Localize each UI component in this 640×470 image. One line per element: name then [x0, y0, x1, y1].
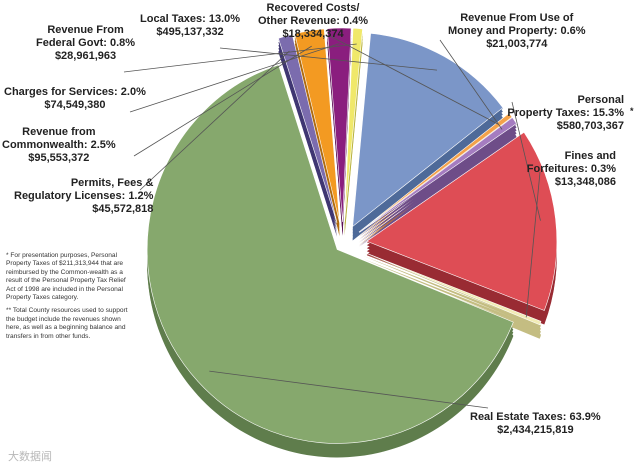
personal-property-asterisk: * [630, 106, 634, 116]
pie-slice-band-fines-and-forfeitures [363, 256, 541, 329]
label-real-estate-taxes: Real Estate Taxes: 63.9% $2,434,215,819 [470, 411, 601, 436]
footnotes: * For presentation purposes, Personal Pr… [6, 252, 128, 346]
pie-slice-recovered-costs-other-revenue [358, 112, 513, 233]
footnote-personal-property: * For presentation purposes, Personal Pr… [6, 252, 126, 302]
leader-line-charges-for-services [129, 43, 340, 113]
pie-slice-band-revenue-from-use-of-money-and-property [359, 127, 517, 243]
pie-slice-band-permits-fees-regulatory-licenses [278, 47, 338, 236]
leader-line-real-estate-taxes [209, 370, 489, 409]
pie-slice-fines-and-forfeitures [363, 251, 542, 326]
leader-line-recovered-costs-other-revenue [329, 35, 499, 125]
leader-line-permits-fees-regulatory-licenses [139, 50, 290, 191]
pie-slice-personal-property-taxes [366, 131, 558, 311]
pie-slice-band-fines-and-forfeitures [363, 253, 541, 326]
pie-slice-depth-revenue-from-federal-govt [344, 42, 363, 237]
pie-slice-permits-fees-regulatory-licenses [278, 33, 338, 223]
leader-line-revenue-from-federal-govt [123, 43, 357, 73]
label-local-taxes: Local Taxes: 13.0% $495,137,332 [140, 13, 241, 38]
leader-line-revenue-from-commonwealth [133, 45, 312, 157]
pie-slice-band-revenue-from-use-of-money-and-property [359, 124, 517, 240]
label-charges-for-services: Charges for Services: 2.0% $74,549,380 [4, 86, 146, 111]
label-federal-govt: Revenue From Federal Govt: 0.8% $28,961,96… [36, 24, 136, 62]
footnote-total-resources: ** Total County resources used to suppor… [6, 307, 128, 340]
leader-line-fines-and-forfeitures [525, 171, 541, 318]
leader-line-revenue-from-use-of-money-and-property [439, 39, 503, 130]
pie-slice-charges-for-services [326, 27, 352, 223]
label-recovered-costs: Recovered Costs/Other Revenue: 0.4% $18,3… [258, 2, 369, 40]
pie-slice-real-estate-taxes [146, 64, 514, 444]
pie-slice-band-fines-and-forfeitures [363, 259, 541, 332]
pie-slice-band-revenue-from-use-of-money-and-property [359, 130, 517, 246]
label-fines-forfeitures: Fines and Forfeitures: 0.3% $13,348,086 [526, 150, 616, 188]
pie-slice-revenue-from-use-of-money-and-property [359, 117, 517, 233]
pie-slice-local-taxes [352, 33, 504, 228]
leader-line-personal-property-taxes [511, 101, 541, 221]
pie-slice-revenue-from-federal-govt [344, 27, 363, 223]
label-personal-property-taxes: Personal Property Taxes: 15.3% $580,703,36… [507, 94, 624, 132]
pie-slice-revenue-from-commonwealth [294, 28, 340, 223]
watermark: 大数据闻 [8, 451, 52, 463]
label-revenue-use-of-money: Revenue From Use of Money and Property: 0… [448, 12, 586, 50]
label-revenue-commonwealth: Revenue from Commonwealth: 2.5% $95,553,37… [2, 126, 116, 164]
leader-line-local-taxes [219, 47, 438, 71]
label-permits-fees: Permits, Fees & Regulatory Licenses: 1.2%… [14, 177, 154, 215]
pie-slice-band-revenue-from-federal-govt [344, 41, 363, 236]
